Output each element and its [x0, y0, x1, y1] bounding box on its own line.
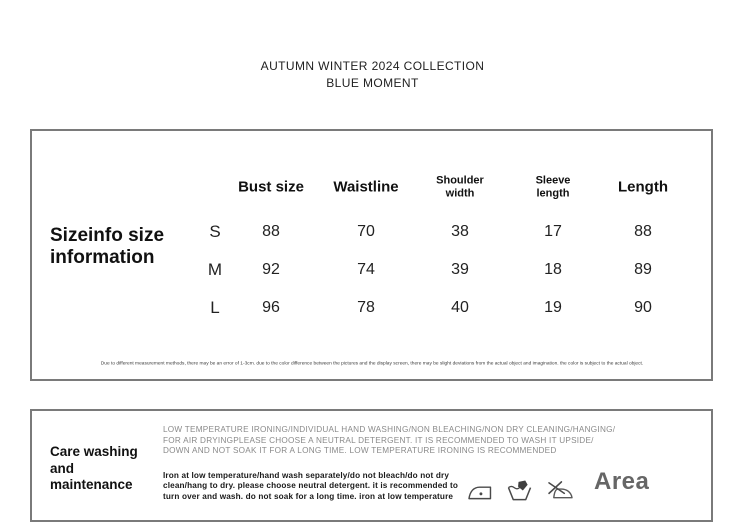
care-instructions-uppercase: LOW TEMPERATURE IRONING/INDIVIDUAL HAND … — [163, 425, 615, 457]
size-cell-sleeve: 19 — [544, 299, 562, 316]
size-cell-shoulder: 39 — [451, 261, 469, 278]
care-instructions-bold: Iron at low temperature/hand wash separa… — [163, 471, 458, 502]
size-cell-length: 90 — [634, 299, 652, 316]
column-header-length: Length — [618, 178, 668, 196]
size-cell-shoulder: 40 — [451, 299, 469, 316]
collection-header: AUTUMN WINTER 2024 COLLECTION BLUE MOMEN… — [0, 58, 745, 92]
size-cell-length: 88 — [634, 223, 652, 240]
size-cell-waist: 74 — [357, 261, 375, 278]
size-cell-bust: 88 — [262, 223, 280, 240]
do-not-iron-icon — [546, 479, 575, 502]
size-cell-sleeve: 18 — [544, 261, 562, 278]
iron-low-temp-icon — [466, 480, 493, 501]
size-row-label: S — [209, 222, 221, 241]
care-lower-line: turn over and wash. do not soak for a lo… — [163, 491, 454, 501]
size-info-card: Sizeinfo size information Bust size Wais… — [30, 129, 713, 381]
care-card: Care washing and maintenance LOW TEMPERA… — [30, 409, 713, 522]
care-upper-line: LOW TEMPERATURE IRONING/INDIVIDUAL HAND … — [163, 425, 616, 434]
measurement-disclaimer: Due to different measurement methods, th… — [100, 361, 643, 366]
care-section-title: Care washing and maintenance — [50, 444, 138, 492]
size-section-title: Sizeinfo size information — [50, 225, 165, 268]
column-header-sleeve: Sleeve length — [535, 174, 571, 200]
care-symbol-row — [466, 479, 575, 502]
size-cell-shoulder: 38 — [451, 223, 469, 240]
size-cell-bust: 92 — [262, 261, 280, 278]
column-header-waist: Waistline — [333, 178, 399, 196]
column-header-shoulder: Shoulder width — [436, 174, 484, 200]
care-upper-line: DOWN AND NOT SOAK IT FOR A LONG TIME. LO… — [163, 446, 557, 456]
size-cell-waist: 78 — [357, 299, 375, 316]
care-lower-line: clean/hang to dry. please choose neutral… — [163, 481, 459, 491]
hand-wash-icon — [506, 479, 533, 502]
size-cell-sleeve: 17 — [544, 223, 562, 240]
size-row-label: L — [210, 298, 220, 317]
size-cell-waist: 70 — [357, 223, 375, 240]
collection-subtitle: BLUE MOMENT — [326, 76, 419, 90]
size-cell-length: 89 — [634, 261, 652, 278]
care-lower-line: Iron at low temperature/hand wash separa… — [163, 471, 450, 480]
care-upper-line: FOR AIR DRYINGPLEASE CHOOSE A NEUTRAL DE… — [163, 435, 594, 445]
column-header-bust: Bust size — [238, 178, 304, 196]
size-row-label: M — [207, 260, 223, 279]
size-cell-bust: 96 — [262, 299, 280, 316]
area-label: Area — [594, 468, 650, 495]
collection-title: AUTUMN WINTER 2024 COLLECTION — [260, 59, 485, 73]
